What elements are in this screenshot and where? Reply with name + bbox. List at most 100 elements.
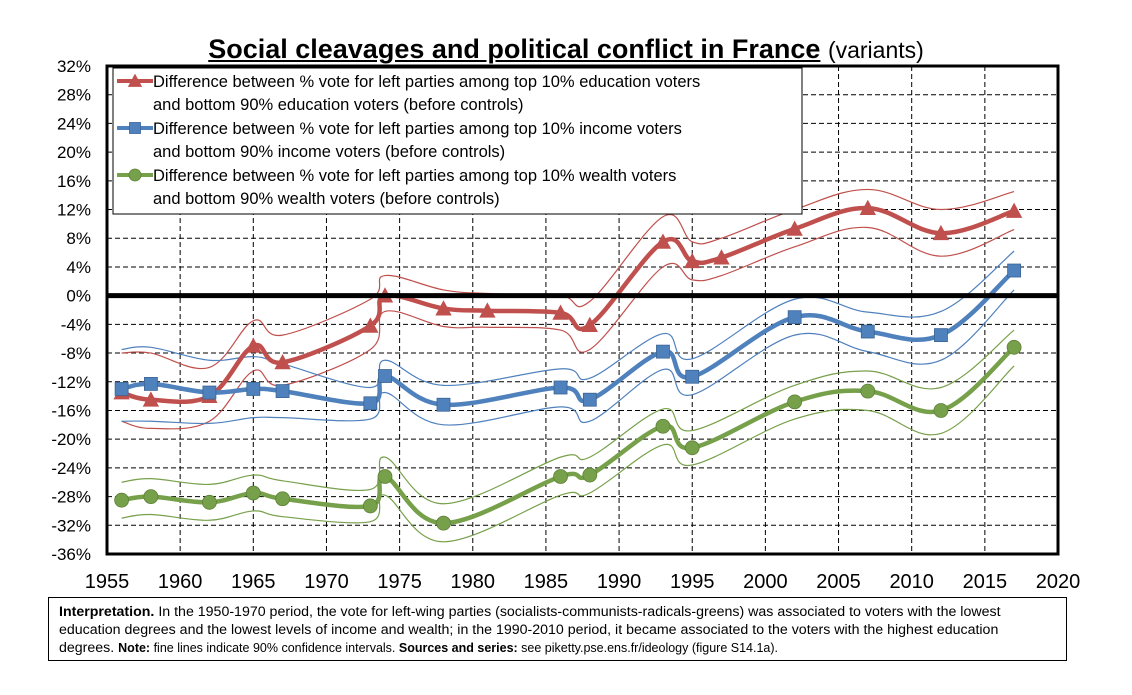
- data-point-education: [274, 354, 291, 370]
- legend-label-wealth-cont: and bottom 90% wealth voters (before con…: [153, 190, 500, 208]
- data-point-wealth: [655, 418, 671, 434]
- y-tick-label: 0%: [66, 287, 91, 306]
- y-tick-label: -36%: [51, 545, 91, 564]
- data-point-wealth: [1006, 339, 1022, 355]
- data-point-education: [654, 233, 672, 249]
- data-point-education: [245, 337, 262, 353]
- legend: Difference between % vote for left parti…: [112, 67, 803, 215]
- y-tick-label: 12%: [57, 201, 91, 220]
- data-point-wealth: [245, 485, 261, 501]
- y-tick-label: 8%: [66, 229, 91, 248]
- interpretation-note: Interpretation. In the 1950-1970 period,…: [48, 597, 1067, 661]
- legend-swatch-marker-wealth: [128, 168, 142, 182]
- chart-title: Social cleavages and political conflict …: [0, 34, 1132, 65]
- sources-label: Sources and series:: [398, 641, 518, 655]
- x-tick-label: 2000: [743, 571, 788, 593]
- data-point-income: [934, 328, 948, 343]
- interpretation-label: Interpretation.: [59, 604, 155, 620]
- y-tick-label: 4%: [66, 258, 91, 277]
- note-label: Note:: [118, 641, 151, 655]
- x-tick-label: 2020: [1036, 571, 1081, 593]
- data-point-wealth: [787, 394, 803, 410]
- data-point-education: [435, 300, 452, 316]
- data-point-education: [142, 391, 160, 407]
- data-point-wealth: [933, 403, 949, 418]
- x-tick-label: 1975: [377, 571, 422, 593]
- data-point-education: [552, 304, 569, 320]
- data-point-income: [582, 392, 597, 407]
- data-point-wealth: [553, 469, 568, 484]
- ci-upper-wealth: [121, 329, 1015, 505]
- data-point-wealth: [436, 515, 451, 531]
- y-tick-label: 20%: [57, 143, 91, 162]
- data-point-education: [859, 199, 876, 215]
- data-point-income: [378, 369, 392, 383]
- data-point-income: [787, 310, 802, 325]
- data-point-income: [553, 380, 568, 395]
- y-tick-label: -24%: [51, 459, 91, 478]
- y-tick-label: -32%: [51, 516, 91, 535]
- legend-swatch-marker-income: [129, 122, 141, 134]
- plot-frame: [105, 64, 1060, 556]
- y-tick-label: -28%: [51, 488, 91, 507]
- y-tick-label: -4%: [61, 315, 91, 334]
- ci-upper-income: [121, 250, 1015, 389]
- x-tick-label: 2005: [816, 571, 861, 593]
- sources-text: see piketty.pse.ens.fr/ideology (figure …: [517, 641, 779, 655]
- data-point-income: [656, 344, 670, 359]
- data-point-income: [114, 382, 129, 396]
- x-tick-label: 1995: [670, 571, 715, 593]
- data-point-education: [786, 220, 803, 236]
- y-tick-label: 24%: [57, 114, 91, 133]
- y-tick-label: 28%: [57, 86, 91, 105]
- data-point-income: [860, 324, 875, 339]
- data-point-income: [143, 377, 158, 391]
- data-point-education: [932, 224, 950, 241]
- y-tick-label: -12%: [51, 373, 91, 392]
- data-point-education: [1005, 202, 1023, 218]
- legend-label-wealth: Difference between % vote for left parti…: [153, 167, 676, 185]
- series-markers: [113, 199, 1023, 531]
- x-tick-label: 2015: [963, 571, 1008, 593]
- x-tick-label: 1960: [158, 571, 203, 593]
- data-point-education: [479, 302, 496, 318]
- x-tick-label: 2010: [889, 571, 934, 593]
- data-point-education: [713, 249, 730, 265]
- data-point-income: [436, 397, 451, 412]
- data-point-income: [275, 384, 290, 398]
- chart-title-main: Social cleavages and political conflict …: [208, 34, 821, 64]
- axes: 32% 28% 24% 20% 16% 12% 8% 4% 0% -4% -8% -12% -16% -2…: [51, 57, 1080, 593]
- x-tick-label: 1955: [85, 571, 130, 593]
- data-point-education: [684, 252, 701, 269]
- data-point-income: [363, 396, 378, 411]
- chart-svg: 32% 28% 24% 20% 16% 12% 8% 4% 0% -4% -8% -12% -16% -2…: [51, 57, 1080, 593]
- x-tick-label: 1990: [597, 571, 642, 593]
- data-point-wealth: [684, 440, 700, 456]
- interpretation-text: In the 1950-1970 period, the vote for le…: [59, 604, 1001, 656]
- x-tick-label: 1965: [231, 571, 276, 593]
- data-point-wealth: [202, 494, 217, 510]
- x-tick-label: 1970: [304, 571, 349, 593]
- legend-swatch-marker-education: [127, 73, 143, 87]
- data-point-income: [685, 369, 700, 384]
- data-point-income: [1007, 263, 1022, 278]
- data-point-wealth: [860, 383, 876, 399]
- data-point-wealth: [362, 498, 378, 514]
- y-tick-label: -8%: [61, 344, 91, 363]
- ci-lower-education: [121, 226, 1015, 430]
- data-point-education: [581, 316, 598, 332]
- data-point-wealth: [377, 469, 393, 484]
- x-tick-label: 1985: [524, 571, 569, 593]
- data-point-education: [362, 317, 379, 333]
- data-point-wealth: [114, 492, 130, 508]
- note-text: fine lines indicate 90% confidence inter…: [150, 641, 399, 655]
- legend-box: [112, 67, 803, 215]
- data-point-wealth: [275, 491, 290, 507]
- y-tick-label: 16%: [57, 172, 91, 191]
- legend-label-income: Difference between % vote for left parti…: [153, 120, 682, 138]
- legend-label-education-cont: and bottom 90% education voters (before …: [153, 96, 524, 114]
- x-tick-label: 1980: [451, 571, 496, 593]
- legend-label-education: Difference between % vote for left parti…: [153, 73, 700, 91]
- data-point-wealth: [582, 467, 598, 483]
- y-tick-label: 32%: [57, 57, 91, 76]
